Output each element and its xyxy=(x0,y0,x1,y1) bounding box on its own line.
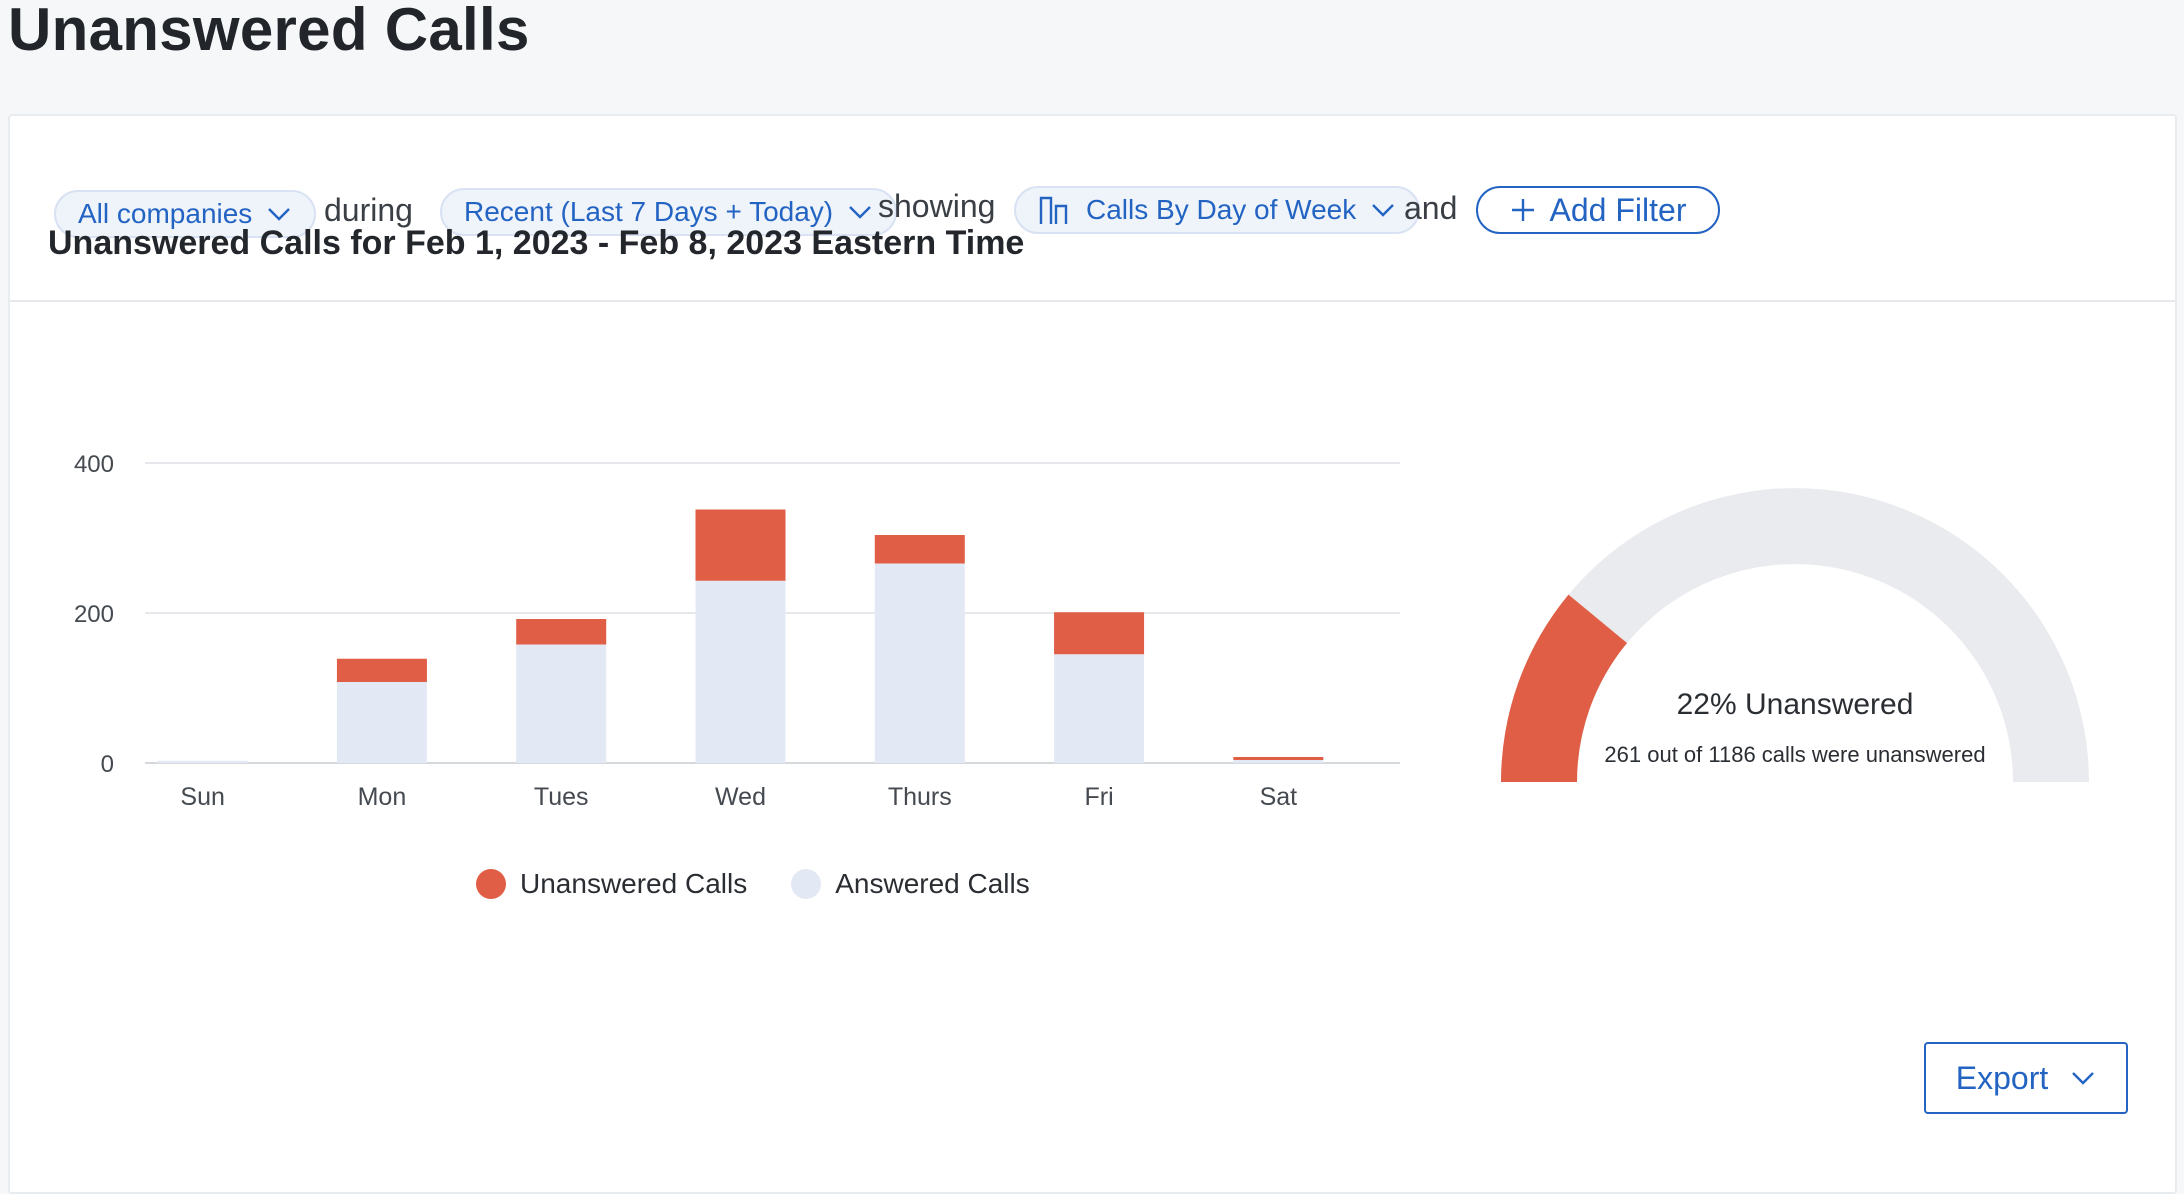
add-filter-label: Add Filter xyxy=(1549,191,1687,228)
bar-answered xyxy=(695,580,786,763)
bar-unanswered xyxy=(1233,757,1324,760)
connector-and: and xyxy=(1404,190,1458,226)
bar-chart-icon xyxy=(1039,196,1068,224)
y-tick-label: 200 xyxy=(74,601,114,628)
bar-answered xyxy=(874,563,965,763)
chevron-down-icon xyxy=(849,206,871,219)
bar-unanswered xyxy=(516,619,607,645)
company-dropdown-label: All companies xyxy=(78,198,253,229)
chevron-down-icon xyxy=(2072,1072,2095,1085)
view-dropdown[interactable]: Calls By Day of Week xyxy=(1014,186,1421,234)
legend-label-unanswered: Unanswered Calls xyxy=(520,868,748,899)
chart-title: Unanswered Calls for Feb 1, 2023 - Feb 8… xyxy=(48,224,1025,262)
gauge-track xyxy=(1501,488,2089,782)
x-tick-label: Sun xyxy=(180,783,224,811)
x-tick-label: Sat xyxy=(1260,783,1298,811)
x-tick-label: Tues xyxy=(534,783,589,811)
x-tick-label: Fri xyxy=(1084,783,1113,811)
bar-unanswered xyxy=(1054,612,1145,655)
bar-answered xyxy=(516,644,607,763)
filter-bar: All companies during Recent (Last 7 Days… xyxy=(10,116,2175,302)
date-range-label: Recent (Last 7 Days + Today) xyxy=(464,196,834,227)
bar-unanswered xyxy=(874,535,965,564)
view-dropdown-label: Calls By Day of Week xyxy=(1086,194,1357,225)
bar-answered xyxy=(157,760,248,763)
bar-chart: 0 200 400 Sun Mon Tues Wed Thurs Fri Sat xyxy=(74,451,1400,811)
bar-answered xyxy=(1054,654,1145,763)
add-filter-button[interactable]: Add Filter xyxy=(1476,186,1720,234)
y-tick-label: 400 xyxy=(74,451,114,478)
x-tick-label: Mon xyxy=(358,783,407,811)
x-tick-label: Wed xyxy=(715,783,766,811)
date-range-dropdown[interactable]: Recent (Last 7 Days + Today) xyxy=(440,188,898,236)
gauge-percent-label: 22% Unanswered xyxy=(1676,688,1914,721)
company-dropdown[interactable]: All companies xyxy=(54,190,317,238)
chevron-down-icon xyxy=(1372,204,1395,217)
connector-during: during xyxy=(324,192,413,228)
gauge-fill xyxy=(1501,594,1628,782)
page-title: Unanswered Calls xyxy=(8,0,530,63)
gauge-summary: 261 out of 1186 calls were unanswered xyxy=(1604,742,1986,767)
legend-label-answered: Answered Calls xyxy=(835,868,1030,899)
export-label: Export xyxy=(1955,1059,2049,1096)
chart-legend: Unanswered Calls Answered Calls xyxy=(476,868,1030,900)
plus-icon xyxy=(1511,199,1534,221)
export-button[interactable]: Export xyxy=(1924,1042,2128,1114)
chevron-down-icon xyxy=(268,208,291,221)
legend-item-unanswered[interactable]: Unanswered Calls xyxy=(476,868,747,900)
bar-unanswered xyxy=(695,509,786,581)
legend-swatch-answered xyxy=(791,869,822,899)
unanswered-gauge xyxy=(1501,488,2089,782)
bar-unanswered xyxy=(336,658,427,682)
connector-showing: showing xyxy=(878,188,996,224)
bar-answered xyxy=(336,682,427,763)
legend-swatch-unanswered xyxy=(476,869,506,899)
bar-answered xyxy=(1233,760,1324,763)
x-tick-label: Thurs xyxy=(888,783,952,811)
y-tick-label: 0 xyxy=(101,751,114,778)
legend-item-answered[interactable]: Answered Calls xyxy=(791,868,1030,900)
